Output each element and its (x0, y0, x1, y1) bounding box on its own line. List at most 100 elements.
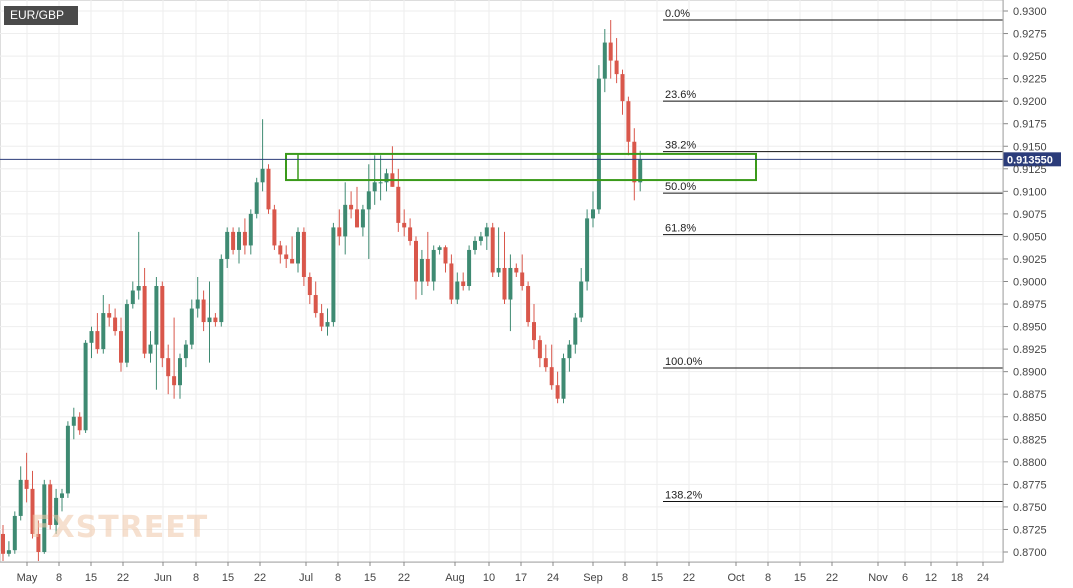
candle-up (366, 191, 371, 210)
candle-up (561, 358, 566, 399)
x-tick-label: 8 (622, 572, 628, 584)
candle-down (284, 254, 289, 259)
candle-down (514, 267, 519, 273)
y-tick-label: 0.8750 (1013, 502, 1047, 514)
x-tick-label: 18 (951, 572, 963, 584)
candle-down (620, 74, 625, 102)
candle-up (6, 550, 11, 554)
y-tick-label: 0.9050 (1013, 231, 1047, 243)
x-tick-label: 17 (515, 572, 527, 584)
candle-down (632, 141, 637, 183)
candle-up (130, 290, 135, 305)
candle-down (307, 276, 312, 296)
candle-up (54, 497, 59, 525)
y-tick-label: 0.9300 (1013, 6, 1047, 18)
candle-up (124, 304, 129, 363)
candle-down (449, 263, 454, 300)
candle-down (24, 479, 29, 489)
candle-up (296, 231, 300, 264)
candle-down (614, 60, 619, 75)
fib-label: 50.0% (665, 181, 696, 193)
x-tick-label: Jul (299, 572, 313, 584)
y-tick-label: 0.9125 (1013, 164, 1047, 176)
resistance-zone-box (285, 152, 757, 182)
candle-up (473, 240, 477, 250)
candle-down (30, 488, 35, 534)
x-tick-label: May (17, 572, 38, 584)
candle-down (414, 240, 418, 282)
candle-down (626, 101, 631, 142)
x-tick-label: 15 (85, 572, 97, 584)
y-tick-label: 0.8775 (1013, 479, 1047, 491)
candle-up (419, 258, 424, 282)
candle-up (18, 479, 23, 516)
candle-up (325, 322, 330, 327)
candle-down (142, 286, 147, 354)
fib-label: 138.2% (665, 490, 703, 502)
candle-down (319, 313, 324, 327)
fib-label: 23.6% (665, 89, 696, 101)
y-tick-label: 0.8975 (1013, 299, 1047, 311)
y-tick-label: 0.9225 (1013, 74, 1047, 86)
candle-down (490, 227, 495, 273)
candle-up (148, 344, 153, 354)
axes: 0.9300 0.9275 0.9250 0.9225 0.9200 0.9175 0.91… (0, 0, 1047, 584)
x-tick-label: 12 (925, 572, 937, 584)
x-tick-label: 22 (683, 572, 695, 584)
candle-down (549, 367, 554, 386)
candle-up (478, 236, 483, 241)
candle-down (313, 295, 318, 314)
candle-up (189, 308, 194, 345)
candle-up (101, 313, 106, 350)
candle-down (95, 331, 100, 350)
y-tick-label: 0.9200 (1013, 96, 1047, 108)
candle-up (496, 267, 501, 273)
candle-up (207, 317, 212, 323)
x-tick-label: 8 (56, 572, 62, 584)
y-tick-label: 0.9000 (1013, 277, 1047, 289)
candle-up (195, 299, 200, 309)
y-tick-label: 0.9275 (1013, 29, 1047, 41)
candle-up (384, 173, 389, 183)
candle-up (331, 227, 336, 323)
candle-up (225, 231, 230, 259)
y-tick-label: 0.9075 (1013, 209, 1047, 221)
candle-down (160, 286, 165, 359)
x-tick-label: 22 (826, 572, 838, 584)
candle-down (278, 245, 283, 255)
candle-up (219, 258, 224, 323)
candle-down (201, 299, 206, 323)
overlays: 0.0% 23.6% 38.2% 50.0% 61.8% 100.0% 138.2% 0.91… (0, 8, 1061, 503)
candle-down (113, 317, 118, 332)
candle-up (360, 209, 365, 228)
x-tick-label: 15 (222, 572, 234, 584)
candle-up (585, 218, 590, 282)
symbol-badge: EUR/GBP (4, 6, 79, 25)
y-tick-label: 0.9175 (1013, 119, 1047, 131)
candle-up (260, 168, 265, 183)
candle-up (89, 331, 94, 343)
candle-up (372, 182, 377, 192)
candle-up (178, 358, 182, 386)
candle-up (237, 231, 241, 250)
candle-down (231, 231, 236, 250)
candle-down (537, 340, 542, 359)
x-tick-label: Nov (868, 572, 888, 584)
candle-up (467, 249, 472, 287)
candle-up (42, 484, 47, 552)
fib-label: 61.8% (665, 223, 696, 235)
candle-down (461, 281, 466, 287)
candle-up (437, 247, 442, 250)
candle-down (555, 385, 560, 399)
y-tick-label: 0.8875 (1013, 389, 1047, 401)
candle-up (60, 493, 64, 498)
x-tick-label: 8 (193, 572, 199, 584)
candle-up (455, 281, 460, 300)
candle-down (526, 286, 531, 323)
candle-down (532, 322, 536, 341)
candle-up (65, 425, 70, 494)
candle-down (608, 42, 613, 61)
y-tick-label: 0.8725 (1013, 524, 1047, 536)
